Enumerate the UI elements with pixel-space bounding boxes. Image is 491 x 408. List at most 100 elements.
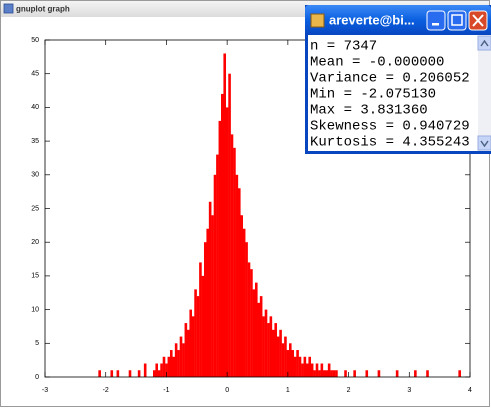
bar [192,316,195,377]
bar [175,343,178,377]
bar [202,276,205,377]
bar [197,296,200,377]
bar [257,303,260,377]
minimize-button[interactable] [427,11,445,30]
bar [270,316,273,377]
bar [233,148,236,377]
terminal-icon [311,14,324,27]
y-tick-label: 20 [31,239,39,246]
bar [163,357,166,377]
bar [110,370,113,377]
bar [216,155,219,377]
bar [378,370,381,377]
bar [313,370,316,377]
bar [265,310,268,377]
x-tick-label: 4 [468,387,472,394]
terminal-line: Max = 3.831360 [310,103,428,119]
bar [299,357,302,377]
bar [223,53,226,377]
bar [177,350,180,377]
bar [277,337,280,377]
terminal-line: n = 7347 [310,39,377,55]
y-tick-label: 0 [35,374,39,381]
bar [330,370,333,377]
bar [240,215,243,377]
bar [304,357,307,377]
x-tick-label: -2 [103,387,109,394]
x-tick-label: -3 [42,387,48,394]
bar [211,215,214,377]
scroll-up[interactable] [478,36,491,50]
bar [221,94,224,377]
bar [144,364,147,377]
terminal-title: areverte@bi... [329,12,415,27]
terminal-line: Skewness = 0.940729 [310,119,470,135]
bar [158,370,161,377]
bar [194,289,197,377]
bar [323,370,326,377]
terminal-line: Mean = -0.000000 [310,55,444,71]
minimize-icon [432,23,439,26]
bar [155,364,158,377]
bar [321,364,324,377]
bar [231,134,234,377]
bar [117,370,120,377]
bar [248,262,251,377]
bar [308,357,311,377]
bar [228,74,231,377]
bar [236,175,239,377]
bar [245,242,248,377]
x-tick-label: 1 [286,387,290,394]
x-tick-label: -1 [163,387,169,394]
bar [153,370,156,377]
bar [318,370,321,377]
terminal-line: Kurtosis = 4.355243 [310,135,470,151]
bar [182,343,185,377]
y-tick-label: 50 [31,37,39,44]
bar [180,337,183,377]
bar [209,202,212,377]
bar [187,330,190,377]
bar [311,364,314,377]
bar [344,370,347,377]
bar [98,370,101,377]
bar [172,357,175,377]
bar [206,229,209,377]
terminal-line: Variance = 0.206052 [310,71,470,87]
bar [253,289,256,377]
bar [296,350,299,377]
bar [289,343,292,377]
bar [168,357,171,377]
bar [243,229,246,377]
terminal-line: Min = -2.075130 [310,87,436,103]
y-tick-label: 25 [31,205,39,212]
bar [204,242,207,377]
bar [138,370,141,377]
bar [250,269,253,377]
bar [325,370,328,377]
bar [214,175,217,377]
x-tick-label: 2 [347,387,351,394]
y-tick-label: 35 [31,138,39,145]
bar [458,370,461,377]
maximize-button[interactable] [448,11,466,30]
scroll-down[interactable] [478,136,491,150]
y-tick-label: 40 [31,104,39,111]
x-tick-label: 0 [225,387,229,394]
bar [301,364,304,377]
screen: gnuplot graph 05101520253035404550-3-2-1… [0,0,491,408]
bar [160,364,163,377]
bar [199,262,202,377]
bar [260,296,263,377]
bar [414,370,417,377]
bar [279,330,282,377]
scrollbar[interactable] [478,36,491,151]
bar [353,370,356,377]
bar [291,350,294,377]
window-title: gnuplot graph [16,5,70,14]
bar [267,323,270,377]
bar [262,316,265,377]
y-tick-label: 15 [31,273,39,280]
bar [316,364,319,377]
bar [284,337,287,377]
